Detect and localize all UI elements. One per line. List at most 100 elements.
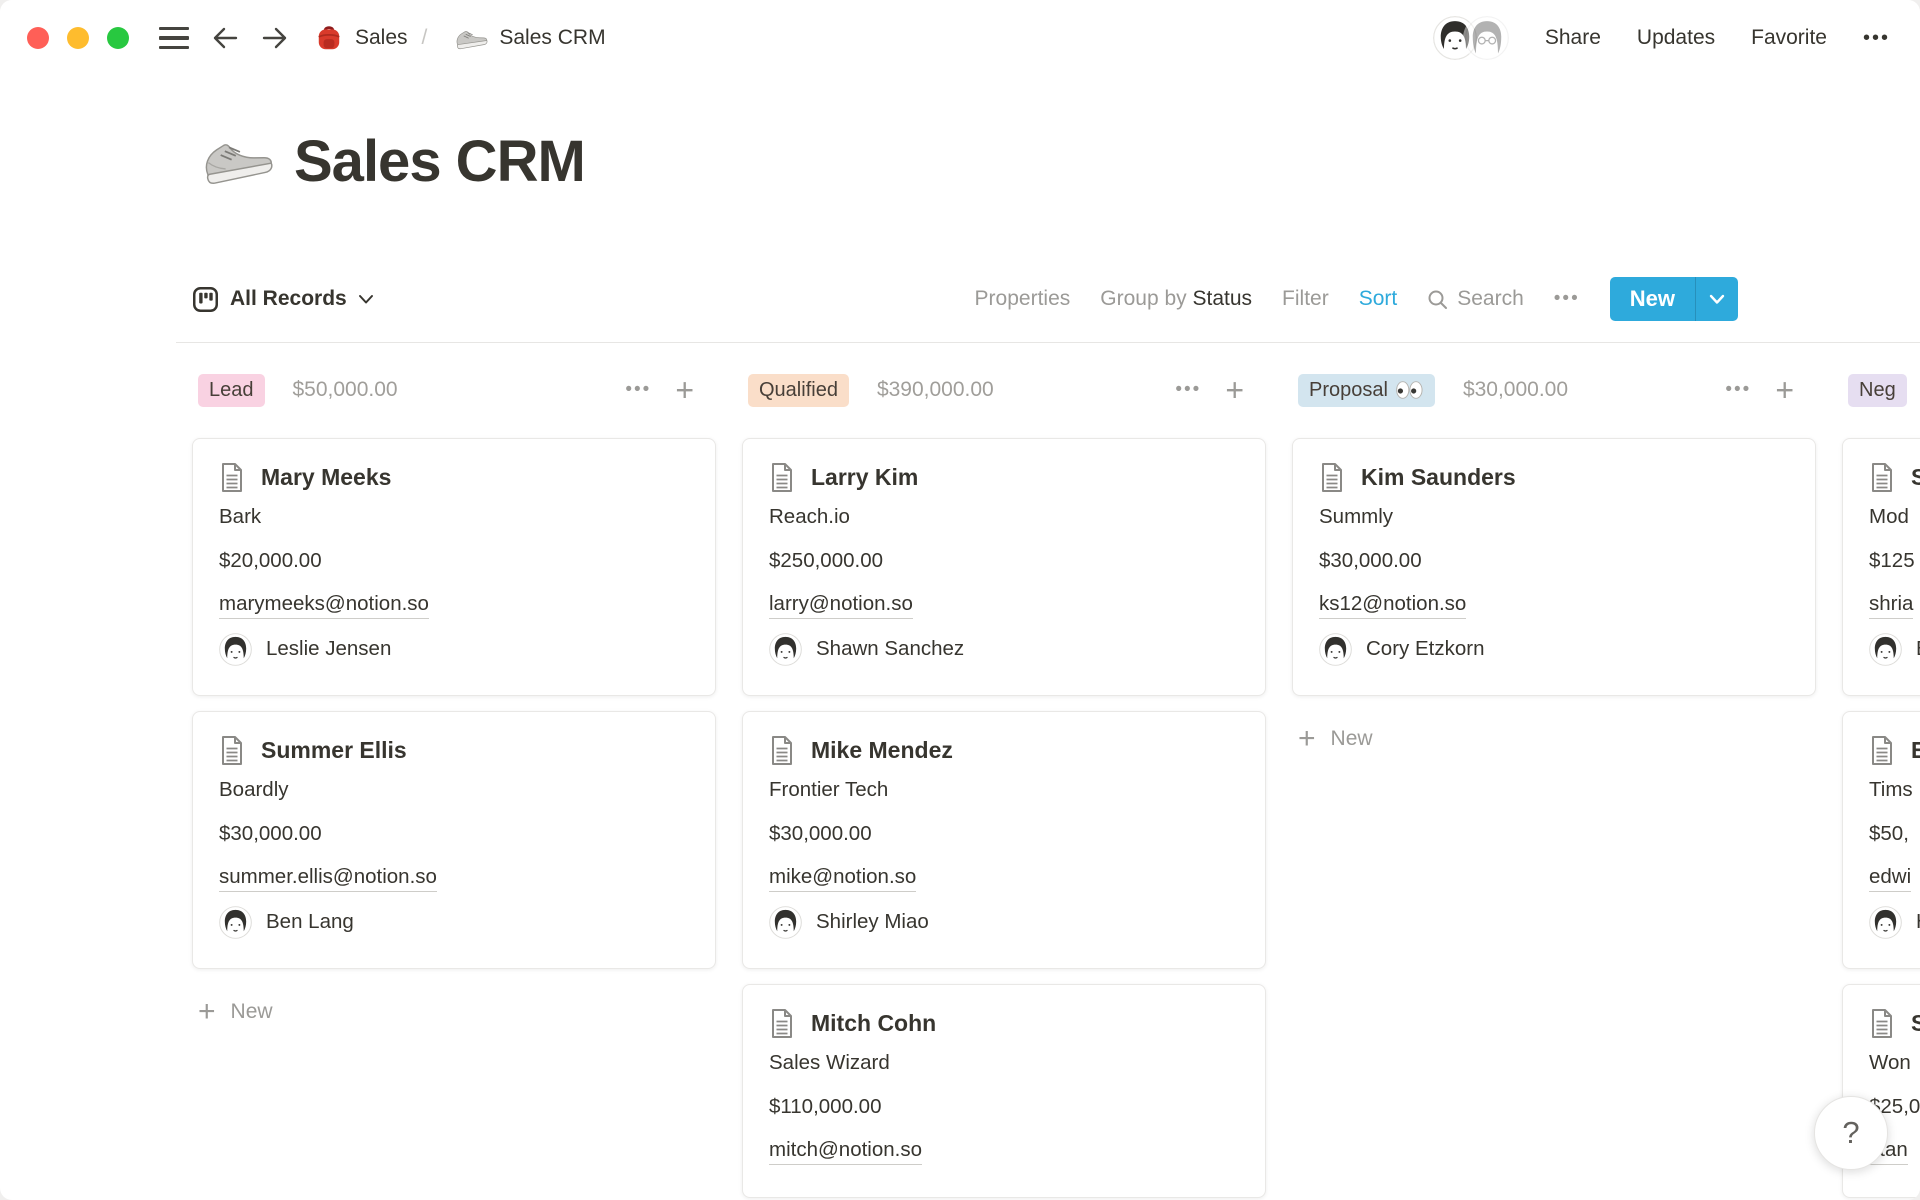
chevron-down-icon (358, 294, 373, 303)
record-card[interactable]: Summer Ellis Boardly $30,000.00 summer.e… (192, 711, 716, 969)
sidebar-menu-icon[interactable] (159, 26, 189, 50)
card-email-link[interactable]: shria (1869, 583, 1920, 627)
avatar (1869, 632, 1902, 666)
board-view-icon (193, 286, 218, 312)
column-more-icon[interactable]: ••• (1175, 379, 1202, 400)
column-actions: ••• + (625, 374, 694, 406)
status-badge-label: Lead (209, 378, 254, 401)
card-company: Reach.io (769, 505, 850, 528)
column-add-icon[interactable]: + (675, 372, 694, 408)
card-company: Tims (1869, 778, 1913, 801)
status-badge[interactable]: Proposal (1298, 373, 1435, 407)
card-email-link[interactable]: summer.ellis@notion.so (219, 856, 689, 900)
card-amount: $125 (1869, 549, 1915, 572)
breadcrumb-root[interactable]: Sales (355, 26, 408, 49)
forward-arrow-icon[interactable] (261, 25, 289, 51)
card-email-link[interactable]: marymeeks@notion.so (219, 583, 689, 627)
new-button-dropdown[interactable] (1696, 277, 1738, 321)
card-owner: E (1869, 627, 1920, 671)
cards-list: Kim Saunders Summly $30,000.00 ks12@noti… (1292, 438, 1816, 696)
new-button-label[interactable]: New (1629, 286, 1675, 311)
breadcrumb-page[interactable]: Sales CRM (499, 26, 606, 49)
card-amount: $30,000.00 (219, 822, 322, 845)
updates-button[interactable]: Updates (1636, 26, 1716, 49)
card-email-link[interactable]: ks12@notion.so (1319, 583, 1789, 627)
avatar (769, 905, 802, 939)
eyes-icon (1395, 380, 1424, 400)
record-card[interactable]: Mike Mendez Frontier Tech $30,000.00 mik… (742, 711, 1266, 969)
plus-icon: + (198, 995, 216, 1028)
status-badge-label: Proposal (1309, 378, 1388, 401)
page-icon (222, 462, 242, 492)
record-card[interactable]: Kim Saunders Summly $30,000.00 ks12@noti… (1292, 438, 1816, 696)
column-actions: ••• + (1175, 374, 1244, 406)
more-options-icon[interactable]: ••• (1862, 26, 1890, 49)
card-title-row: Summer Ellis (219, 732, 689, 768)
column-header: Qualified $390,000.00 ••• + (742, 356, 1266, 408)
sort-button[interactable]: Sort (1358, 287, 1398, 310)
page-icon (1872, 735, 1892, 765)
sneaker-icon-small (453, 26, 488, 50)
card-title: E (1911, 736, 1920, 763)
column-add-icon[interactable]: + (1225, 372, 1244, 408)
card-title-row: Kim Saunders (1319, 459, 1789, 495)
status-badge[interactable]: Lead (198, 373, 265, 407)
close-window-button[interactable] (27, 27, 49, 49)
sneaker-icon-large[interactable] (193, 126, 277, 197)
help-button[interactable]: ? (1814, 1096, 1888, 1170)
record-card[interactable]: S Mod $125 shria E (1842, 438, 1920, 696)
card-email-link[interactable]: edwi (1869, 856, 1920, 900)
status-badge[interactable]: Neg (1848, 373, 1907, 407)
card-email-link[interactable]: larry@notion.so (769, 583, 1239, 627)
column-more-icon[interactable]: ••• (625, 379, 652, 400)
group-by-button[interactable]: Group by Status (1100, 287, 1252, 311)
minimize-window-button[interactable] (67, 27, 89, 49)
card-title: Summer Ellis (261, 736, 407, 763)
column-header: Lead $50,000.00 ••• + (192, 356, 716, 408)
card-title: S (1911, 463, 1920, 490)
card-company: Summly (1319, 505, 1394, 528)
card-title: Larry Kim (811, 463, 919, 490)
share-button[interactable]: Share (1544, 26, 1601, 49)
column-actions: ••• + (1725, 374, 1794, 406)
board-columns: Lead $50,000.00 ••• + Mary Meeks Bark $2… (176, 356, 1920, 1198)
view-switcher[interactable]: All Records (192, 286, 374, 313)
back-arrow-icon[interactable] (211, 25, 239, 51)
card-title: Mitch Cohn (811, 1009, 937, 1036)
view-more-icon[interactable]: ••• (1553, 288, 1580, 309)
zoom-window-button[interactable] (107, 27, 129, 49)
new-card-button[interactable]: + New (192, 989, 716, 1035)
new-card-button[interactable]: + New (1292, 716, 1816, 762)
card-title: Mary Meeks (261, 463, 392, 490)
new-record-button[interactable]: New (1609, 277, 1738, 321)
card-company: Mod (1869, 505, 1909, 528)
favorite-button[interactable]: Favorite (1751, 26, 1827, 49)
properties-button[interactable]: Properties (974, 287, 1071, 310)
status-badge[interactable]: Qualified (748, 373, 849, 407)
column-header: Proposal $30,000.00 ••• + (1292, 356, 1816, 408)
card-title-row: Mary Meeks (219, 459, 689, 495)
chevron-down-icon (1709, 294, 1725, 304)
column-more-icon[interactable]: ••• (1725, 379, 1752, 400)
card-email-link[interactable]: mike@notion.so (769, 856, 1239, 900)
record-card[interactable]: Larry Kim Reach.io $250,000.00 larry@not… (742, 438, 1266, 696)
new-button-divider (1695, 277, 1696, 321)
page-title[interactable]: Sales CRM (294, 129, 586, 194)
card-title: S (1911, 1009, 1920, 1036)
card-amount: $30,000.00 (769, 822, 872, 845)
teammate-avatars[interactable] (1432, 16, 1509, 60)
owner-name: H (1916, 910, 1920, 934)
record-card[interactable]: E Tims $50, edwi H (1842, 711, 1920, 969)
card-company: Boardly (219, 778, 289, 801)
record-card[interactable]: Mary Meeks Bark $20,000.00 marymeeks@not… (192, 438, 716, 696)
card-amount: $30,000.00 (1319, 549, 1422, 572)
column-add-icon[interactable]: + (1775, 372, 1794, 408)
filter-button[interactable]: Filter (1282, 287, 1329, 310)
group-by-label: Group by (1100, 287, 1187, 310)
search-button[interactable]: Search (1427, 287, 1524, 311)
card-email-link[interactable]: mitch@notion.so (769, 1129, 1239, 1173)
column-total: $30,000.00 (1462, 378, 1569, 401)
topbar: Sales / Sales CRM (0, 0, 1920, 76)
record-card[interactable]: Mitch Cohn Sales Wizard $110,000.00 mitc… (742, 984, 1266, 1198)
plus-icon: + (1298, 722, 1316, 755)
